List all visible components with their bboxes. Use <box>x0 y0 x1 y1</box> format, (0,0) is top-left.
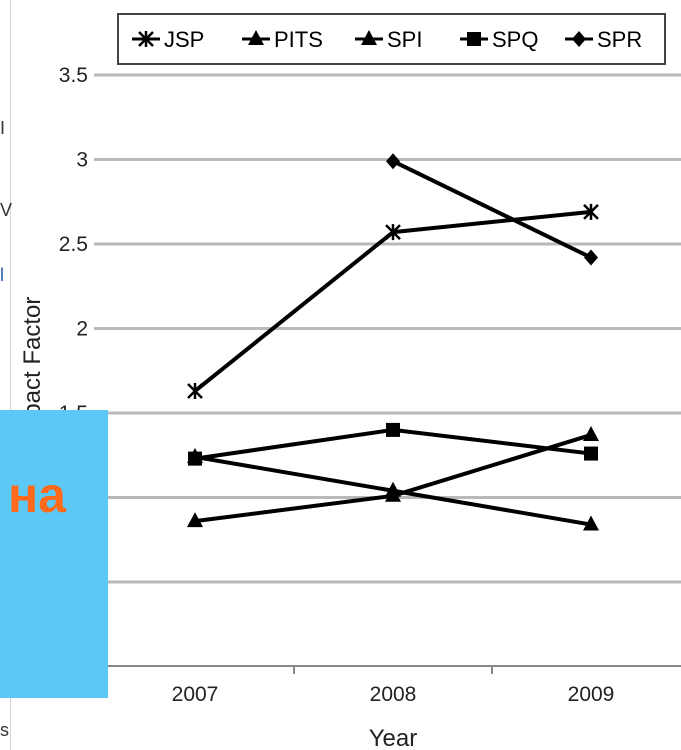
y-tick-label: 3.5 <box>59 64 88 87</box>
edge-fragment: s <box>0 720 9 740</box>
legend-label: PITS <box>274 27 323 52</box>
legend-label: SPR <box>597 27 642 52</box>
series-marker <box>385 224 401 241</box>
edge-fragment: I <box>0 118 6 138</box>
series-spr <box>386 153 598 266</box>
series-spq <box>188 422 598 466</box>
series-marker <box>385 481 401 497</box>
y-tick-label: 2.5 <box>59 233 88 256</box>
x-tick-label: 2009 <box>568 683 615 706</box>
series-marker <box>248 30 264 45</box>
series-pits <box>187 425 599 528</box>
series-marker <box>187 383 203 400</box>
series-marker <box>187 512 203 528</box>
x-tick-label: 2008 <box>370 683 417 706</box>
series-marker <box>572 31 586 47</box>
series-lines <box>187 153 599 531</box>
edge-fragment: l <box>0 265 4 285</box>
series-marker <box>361 30 377 45</box>
legend-label: JSP <box>164 27 204 52</box>
series-marker <box>386 422 400 437</box>
blue-overlay-panel <box>0 410 108 698</box>
legend-label: SPQ <box>492 27 538 52</box>
y-tick-label: 3 <box>76 149 88 172</box>
overlay-text: на <box>7 467 66 523</box>
left-edge-strip: I V l s <box>0 0 13 750</box>
series-marker <box>188 451 202 466</box>
legend-label: SPI <box>387 27 422 52</box>
series-marker <box>467 32 481 46</box>
series-marker <box>386 153 400 170</box>
y-axis-ticks: 3.532.521.5 <box>59 64 88 425</box>
gridlines <box>94 73 681 674</box>
series-line <box>392 159 592 260</box>
series-spi <box>187 447 599 531</box>
x-tick-label: 2007 <box>172 683 219 706</box>
legend: JSP PITS SPI SPQ SPR <box>117 13 666 65</box>
x-axis-title: Year <box>369 725 418 750</box>
y-tick-label: 2 <box>76 318 88 341</box>
x-axis-ticks: 2007 2008 2009 <box>172 683 615 706</box>
series-marker <box>584 249 598 266</box>
series-marker <box>583 515 599 531</box>
series-marker <box>584 446 598 461</box>
series-marker <box>583 425 599 441</box>
edge-fragment: V <box>0 200 13 220</box>
series-marker <box>138 31 154 47</box>
series-jsp <box>187 203 599 400</box>
series-marker <box>583 203 599 220</box>
